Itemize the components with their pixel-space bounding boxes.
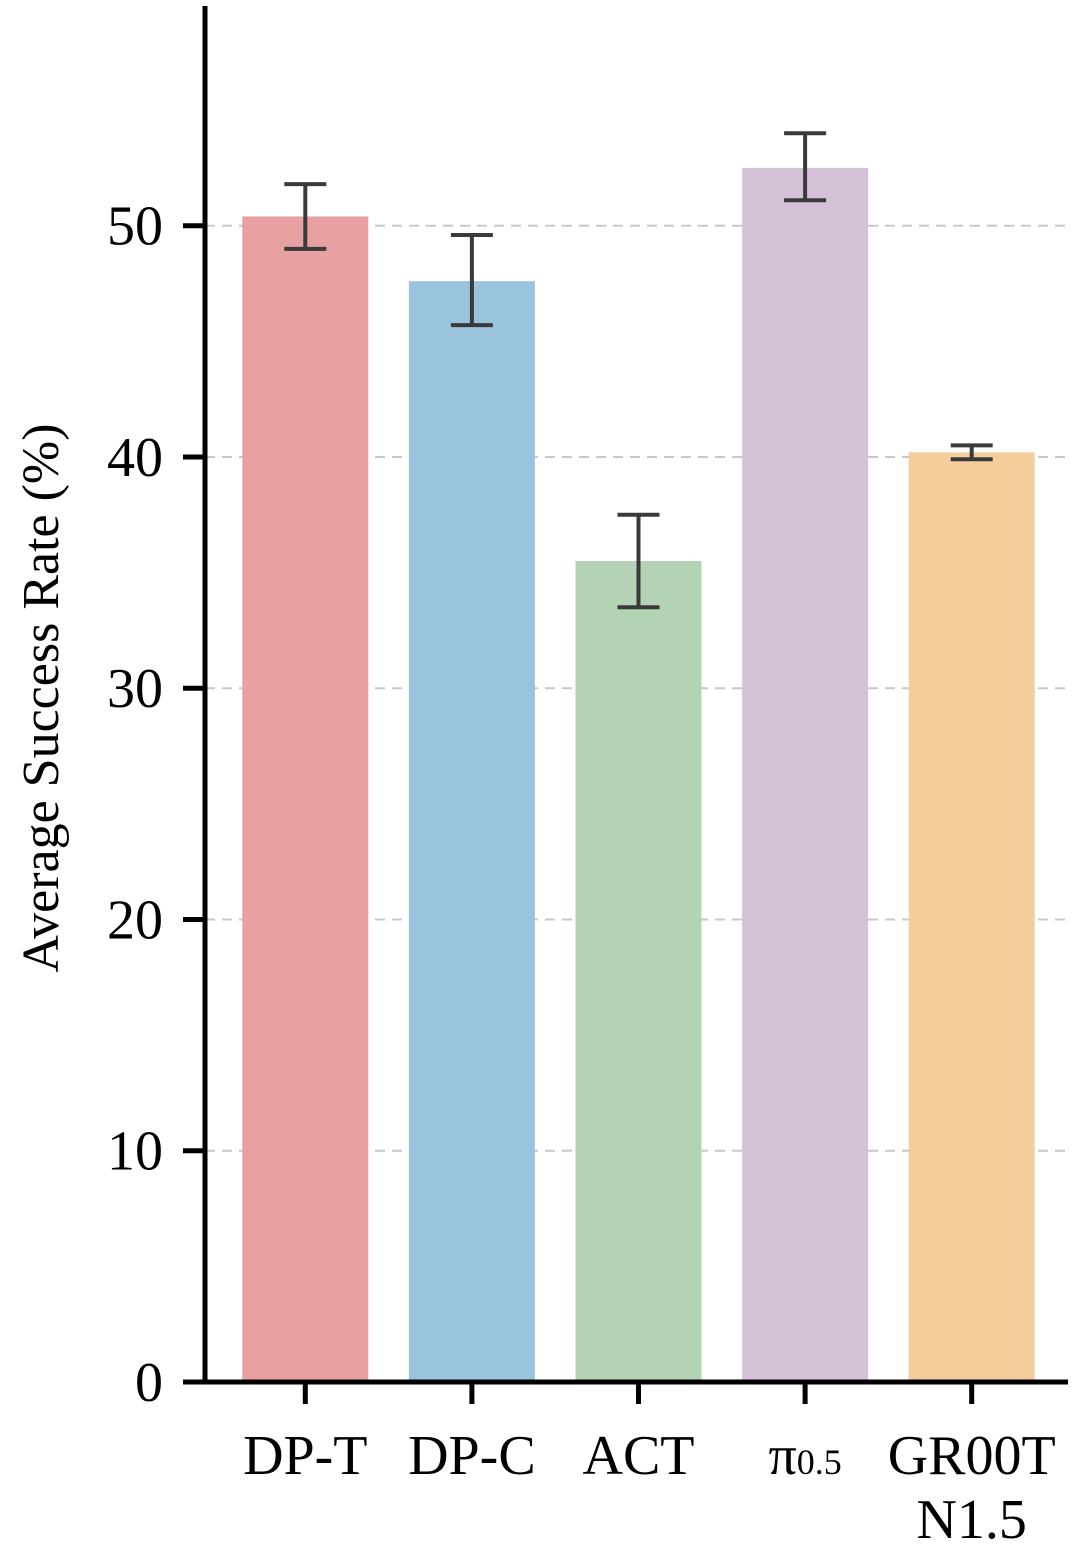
y-tick-label: 0 [135,1352,163,1414]
y-tick-label: 50 [107,196,163,258]
x-tick-label-line: GR00T [888,1425,1056,1487]
x-tick-label-line: π [768,1425,796,1487]
x-tick-label-line: ACT [583,1425,695,1487]
bar [908,452,1035,1382]
bars [242,167,1035,1383]
y-tick-label: 10 [107,1121,163,1183]
x-tick-label-line: DP-T [243,1425,367,1487]
x-tick-label-line: DP-C [408,1425,536,1487]
x-tick-label: DP-T [243,1425,367,1487]
bar [408,281,535,1383]
axes [202,6,1068,1385]
y-tick-label: 20 [107,889,163,951]
x-tick-label-subscript: 0.5 [797,1442,842,1482]
x-tick-label: π0.5 [768,1425,841,1487]
bar [742,167,869,1383]
bar [575,561,702,1382]
y-axis-title: Average Success Rate (%) [13,423,70,972]
y-tick-label: 30 [107,658,163,720]
x-tick-label: GR00T N1.5 [888,1425,1056,1551]
x-tick-label: DP-C [408,1425,536,1487]
x-tick-label-line: N1.5 [916,1489,1026,1551]
y-tick-label: 40 [107,427,163,489]
bar [242,216,369,1383]
x-tick-label: ACT [583,1425,695,1487]
error-bars [284,131,993,610]
y-ticks: 0 10 20 30 40 50 [107,196,205,1414]
x-ticks: DP-T DP-C ACT π0.5 GR00T N1.5 [243,1382,1056,1551]
